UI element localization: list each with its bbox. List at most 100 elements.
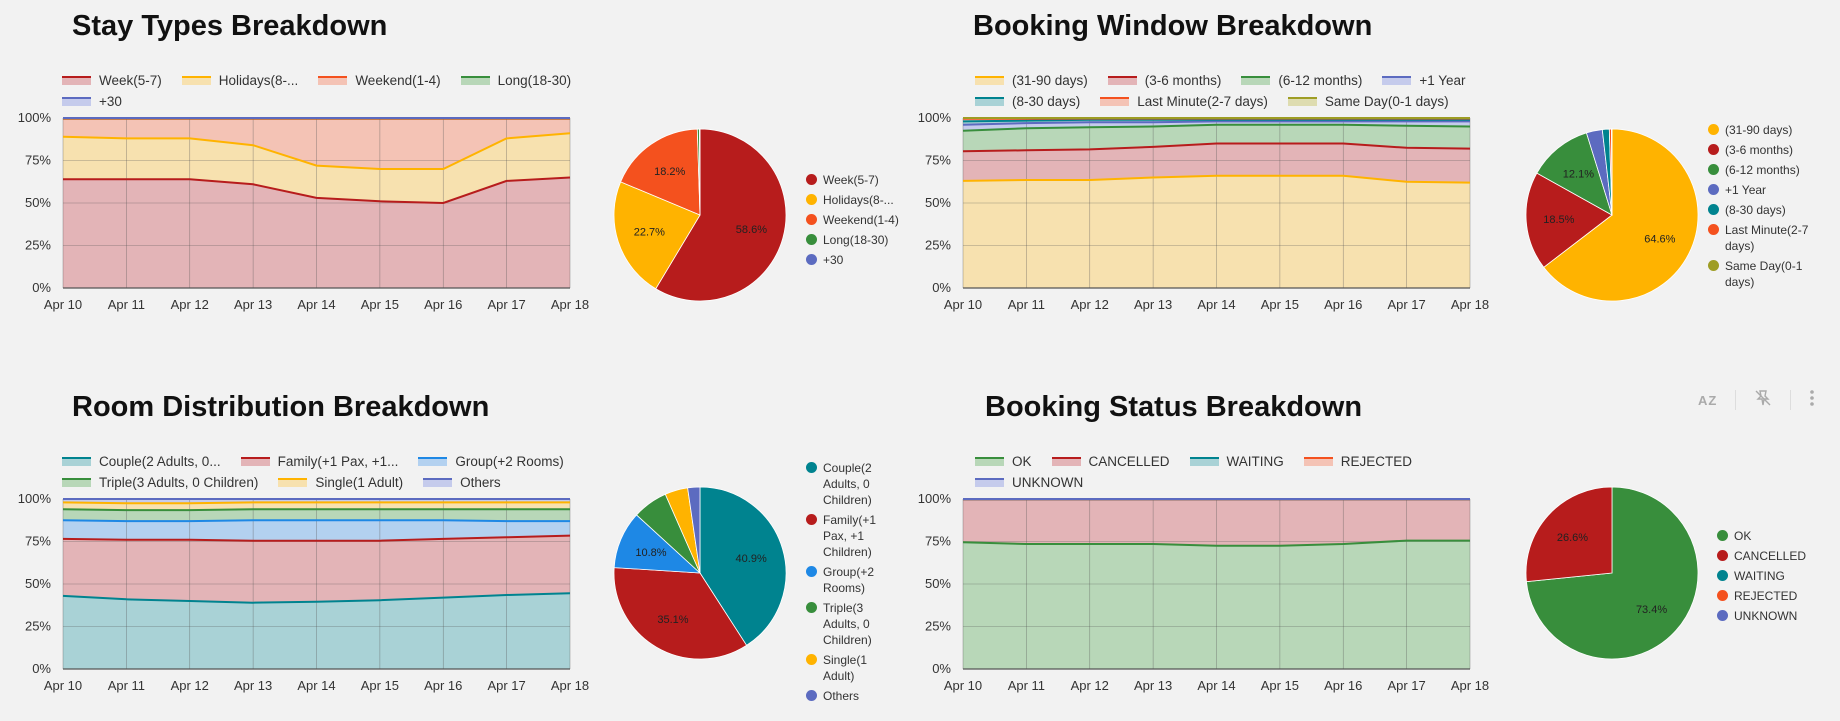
legend-item[interactable]: Triple(3 Adults, 0 Children) [62, 472, 258, 493]
legend-swatch [1303, 457, 1333, 466]
x-tick-label: Apr 14 [1197, 678, 1235, 693]
pie-legend-item[interactable]: +30 [806, 252, 916, 268]
legend-item[interactable]: +30 [62, 91, 122, 112]
legend-item[interactable]: Same Day(0-1 days) [1287, 91, 1449, 112]
legend-label: CANCELLED [1088, 454, 1170, 469]
pie-legend-item[interactable]: UNKNOWN [1717, 608, 1827, 624]
legend-swatch [278, 478, 308, 487]
legend-label: Group(+2 Rooms) [455, 454, 564, 469]
pie-legend-item[interactable]: Others [806, 688, 886, 704]
pie-legend-item[interactable]: Triple(3 Adults, 0 Children) [806, 600, 886, 648]
pie-legend-item[interactable]: (6-12 months) [1708, 162, 1818, 178]
legend-label: Weekend(1-4) [355, 73, 441, 88]
legend-item[interactable]: Long(18-30) [460, 70, 571, 91]
pie-slice [699, 128, 701, 216]
pie-slice-label: 18.5% [1543, 214, 1574, 226]
pie-slice [1525, 486, 1613, 583]
legend-item[interactable]: CANCELLED [1051, 451, 1170, 472]
legend-item[interactable]: OK [975, 451, 1032, 472]
x-tick-label: Apr 15 [1261, 297, 1299, 312]
legend-item[interactable]: Others [423, 472, 501, 493]
pie-legend: (31-90 days) (3-6 months) (6-12 months) +1 … [1708, 122, 1818, 294]
pie-slice-label: 18.2% [654, 166, 685, 178]
legend-item[interactable]: Last Minute(2-7 days) [1100, 91, 1268, 112]
pie-legend-item[interactable]: Family(+1 Pax, +1 Children) [806, 512, 886, 560]
pie-slice [655, 128, 787, 302]
legend-item[interactable]: +1 Year [1382, 70, 1466, 91]
legend-swatch [460, 76, 490, 85]
legend-swatch [418, 457, 448, 466]
legend-swatch [318, 76, 348, 85]
legend-swatch [975, 97, 1004, 106]
pie-legend-item[interactable]: Last Minute(2-7 days) [1708, 222, 1818, 254]
pie-legend-item[interactable]: Same Day(0-1 days) [1708, 258, 1818, 290]
pie-legend-dot [806, 462, 817, 473]
pie-legend-item[interactable]: CANCELLED [1717, 548, 1827, 564]
x-tick-label: Apr 16 [424, 297, 462, 312]
x-tick-label: Apr 17 [1387, 297, 1425, 312]
series-line [962, 118, 1470, 123]
pin-icon[interactable] [1754, 389, 1772, 411]
legend-item[interactable]: (8-30 days) [975, 91, 1080, 112]
legend-label: (8-30 days) [1012, 94, 1081, 109]
series-line [63, 176, 571, 205]
pie-legend-item[interactable]: Single(1 Adult) [806, 652, 886, 684]
y-tick-label: 0% [932, 661, 951, 676]
y-tick-label: 100% [918, 110, 952, 125]
x-tick-label: Apr 16 [1324, 297, 1362, 312]
pie-legend-item[interactable]: (8-30 days) [1708, 202, 1818, 218]
series-line [62, 508, 570, 512]
pie-legend-item[interactable]: REJECTED [1717, 588, 1827, 604]
x-tick-label: Apr 16 [1324, 678, 1362, 693]
legend-item[interactable]: Weekend(1-4) [318, 70, 441, 91]
legend-label: Family(+1 Pax, +1... [277, 454, 399, 469]
legend-item[interactable]: UNKNOWN [975, 472, 1083, 493]
pie-legend-item[interactable]: (3-6 months) [1708, 142, 1818, 158]
legend-item[interactable]: (31-90 days) [975, 70, 1088, 91]
y-tick-label: 50% [925, 576, 951, 591]
pie-legend-item[interactable]: OK [1717, 528, 1827, 544]
pie-legend-dot [1717, 530, 1728, 541]
pie-legend-item[interactable]: WAITING [1717, 568, 1827, 584]
series-line [62, 534, 571, 542]
pie-legend-item[interactable]: Holidays(8-... [806, 192, 916, 208]
pie-legend-item[interactable]: Long(18-30) [806, 232, 916, 248]
pie-legend-label: Single(1 Adult) [823, 653, 868, 683]
legend-item[interactable]: Family(+1 Pax, +1... [240, 451, 399, 472]
legend-item[interactable]: Week(5-7) [62, 70, 162, 91]
pie-legend-dot [806, 690, 817, 701]
pie-legend-dot [806, 214, 817, 225]
pie-legend-item[interactable]: +1 Year [1708, 182, 1818, 198]
legend-item[interactable]: Couple(2 Adults, 0... [62, 451, 221, 472]
legend-label: (6-12 months) [1278, 73, 1363, 88]
legend-item[interactable]: Single(1 Adult) [278, 472, 403, 493]
x-tick-label: Apr 15 [361, 678, 399, 693]
sort-az-icon[interactable]: AZ [1698, 392, 1718, 408]
pie-slice-label: 26.6% [1557, 532, 1588, 544]
pie-slice [1611, 128, 1613, 216]
y-tick-label: 25% [925, 619, 951, 634]
pie-legend-item[interactable]: (31-90 days) [1708, 122, 1818, 138]
legend-item[interactable]: (3-6 months) [1107, 70, 1221, 91]
legend-item[interactable]: Holidays(8-... [181, 70, 298, 91]
x-tick-label: Apr 14 [297, 678, 335, 693]
pie-legend-dot [806, 174, 817, 185]
legend-item[interactable]: (6-12 months) [1241, 70, 1362, 91]
pie-legend-item[interactable]: Couple(2 Adults, 0 Children) [806, 460, 886, 508]
pie-chart: 73.4% 26.6% [1525, 486, 1699, 660]
more-vert-icon[interactable] [1809, 389, 1815, 411]
legend-item[interactable]: REJECTED [1303, 451, 1412, 472]
chart-title: Booking Window Breakdown [973, 10, 1373, 42]
pie-legend-item[interactable]: Weekend(1-4) [806, 212, 916, 228]
legend-item[interactable]: WAITING [1189, 451, 1284, 472]
pie-legend-item[interactable]: Week(5-7) [806, 172, 916, 188]
x-tick-label: Apr 17 [487, 297, 525, 312]
legend-item[interactable]: Group(+2 Rooms) [418, 451, 564, 472]
pie-slice-label: 12.1% [1563, 169, 1594, 181]
pie-legend-dot [1717, 570, 1728, 581]
pie-slice [613, 181, 701, 290]
legend-swatch [181, 76, 211, 85]
pie-legend-label: Family(+1 Pax, +1 Children) [823, 513, 877, 559]
legend-swatch [1382, 76, 1412, 85]
pie-legend-item[interactable]: Group(+2 Rooms) [806, 564, 886, 596]
